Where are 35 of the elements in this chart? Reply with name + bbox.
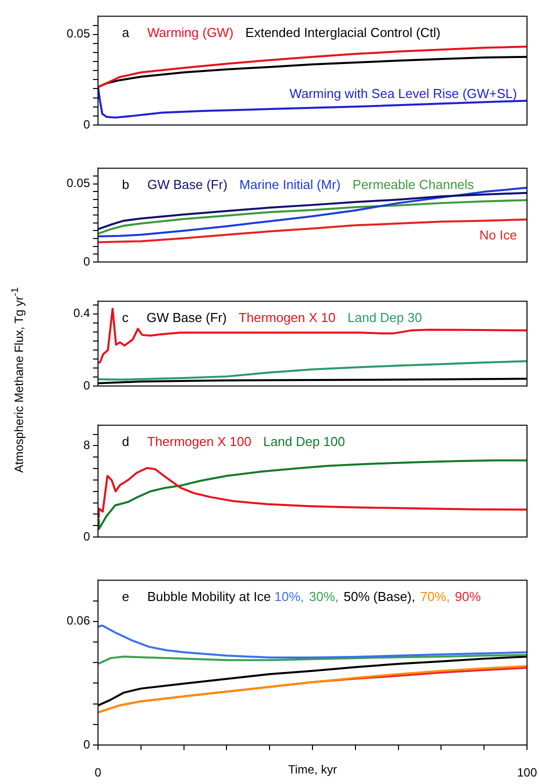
- text: 70%,: [420, 588, 450, 604]
- series-label: Extended Interglacial Control (Ctl): [245, 24, 440, 40]
- series-label: Permeable Channels: [352, 176, 474, 192]
- series-label: Thermogen X 10: [238, 310, 336, 325]
- text: 30%,: [309, 588, 339, 604]
- series-label: Land Dep 100: [263, 434, 345, 449]
- text: e: [122, 588, 130, 604]
- text: GW Base (Fr): [146, 310, 227, 325]
- series-label: No Ice: [479, 227, 517, 242]
- series-label: Warming (GW): [147, 24, 234, 40]
- x-tick-label: 100: [516, 766, 538, 780]
- text: 10%,: [274, 588, 304, 604]
- text: c: [122, 310, 129, 325]
- y-tick-label: 8: [83, 438, 90, 452]
- series-label: Thermogen X 100: [147, 434, 252, 449]
- text: d: [122, 434, 130, 449]
- legend-title: Bubble Mobility at Ice: [147, 588, 274, 604]
- y-tick-label: 0: [83, 254, 90, 268]
- y-tick-label: 0.06: [66, 614, 90, 628]
- series-label: Warming with Sea Level Rise (GW+SL): [290, 86, 517, 102]
- series-label: Marine Initial (Mr): [239, 176, 341, 192]
- text: 50% (Base),: [344, 588, 416, 604]
- text: Land Dep 30: [348, 310, 422, 325]
- y-tick-label: 0.4: [73, 306, 90, 320]
- x-axis-title: Time, kyr: [288, 762, 337, 776]
- y-tick-label: 0.05: [66, 26, 90, 41]
- y-tick-label: 0: [83, 117, 90, 132]
- text: a: [122, 24, 130, 40]
- y-tick-label: 0: [83, 378, 90, 392]
- text: b: [122, 176, 130, 192]
- y-tick-label: 0: [83, 737, 90, 752]
- text: 90%: [454, 588, 482, 604]
- series-label: GW Base (Fr): [147, 176, 228, 192]
- y-tick-label: 0.05: [66, 176, 90, 190]
- y-tick-label: 0: [83, 529, 90, 544]
